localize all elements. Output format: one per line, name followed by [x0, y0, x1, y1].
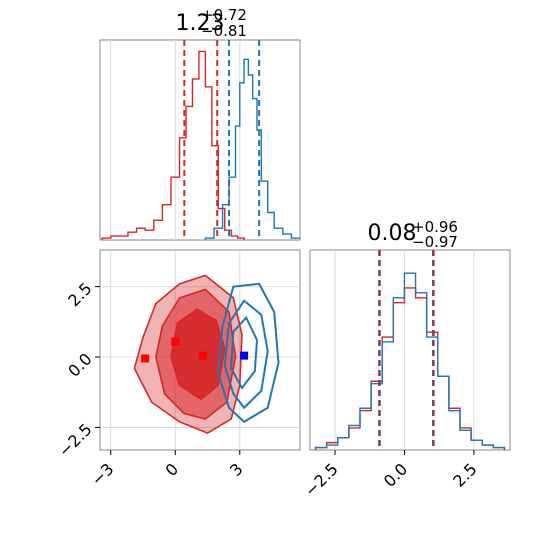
- title-param-0-plus: +0.72: [201, 6, 247, 24]
- marker-red: [141, 354, 150, 363]
- axes-frame: [309, 249, 511, 451]
- x-tick-label: 2.5: [449, 459, 480, 490]
- contour-middle-blue: [223, 299, 269, 410]
- axes-frame: [99, 39, 301, 241]
- histogram-panel-param-1: −2.5 0.0 2.5 0.08 +0.96 −0.97: [301, 218, 511, 500]
- y-tick-label: 2.5: [64, 279, 95, 310]
- x-tick-label: 0: [161, 459, 182, 480]
- marker-red: [171, 337, 180, 346]
- x-tick-label: 3: [226, 459, 247, 480]
- x-tick-label: −2.5: [301, 459, 342, 500]
- title-param-0: 1.23: [176, 11, 225, 36]
- marker-blue: [240, 351, 249, 360]
- contour-inner-red: [170, 308, 226, 401]
- histogram-panel-param-0: 1.23 +0.72 −0.81: [99, 6, 301, 241]
- contour-panel: −3 0 3 2.5 0.0 −2.5: [55, 249, 301, 490]
- x-tick-label: 0.0: [380, 459, 411, 490]
- histogram-step-series-0: [101, 50, 245, 240]
- histogram-step-series-1: [314, 272, 506, 450]
- y-tick-label: −2.5: [55, 420, 96, 461]
- contour-inner-blue: [230, 315, 259, 390]
- title-param-1-plus: +0.96: [412, 218, 458, 236]
- marker-red: [199, 351, 208, 360]
- title-param-1: 0.08: [368, 221, 417, 246]
- title-param-1-minus: −0.97: [412, 233, 458, 251]
- y-tick-label: 0.0: [64, 349, 95, 380]
- contour-outer-blue: [217, 282, 280, 424]
- tick-labels: −2.5 0.0 2.5: [301, 450, 481, 500]
- histogram-step-series-1: [204, 58, 300, 240]
- title-param-0-minus: −0.81: [201, 22, 247, 40]
- x-tick-label: −3: [87, 459, 117, 489]
